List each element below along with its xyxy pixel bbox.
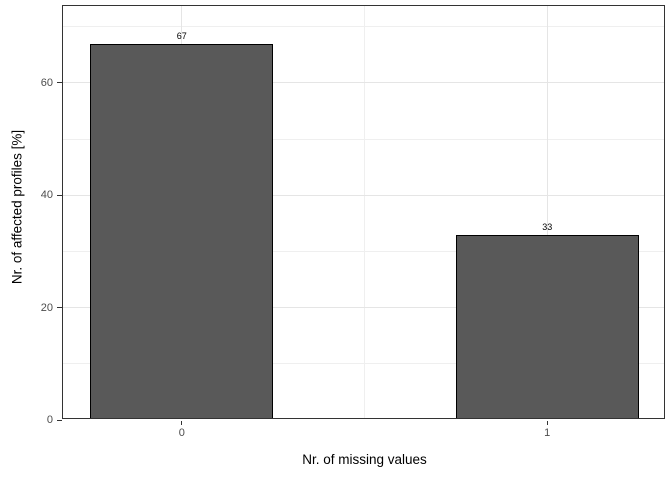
gridlines-layer [63, 6, 664, 418]
v-gridline-minor [364, 6, 365, 418]
bars-layer [63, 6, 664, 418]
y-tick-mark [57, 307, 62, 309]
h-gridline-major [63, 82, 664, 84]
y-tick-label: 20 [40, 301, 53, 314]
y-tick-mark [57, 419, 62, 421]
y-tick-mark [57, 194, 62, 196]
y-tick-label: 40 [40, 189, 53, 202]
x-tick-label: 0 [178, 427, 185, 439]
bar-value-label: 67 [176, 30, 187, 41]
x-tick-label: 1 [544, 427, 551, 439]
v-gridline-major [546, 6, 548, 418]
h-gridline-minor [63, 26, 664, 28]
x-axis-title: Nr. of missing values [302, 452, 427, 467]
bar [455, 234, 639, 418]
h-gridline-major [63, 307, 664, 309]
h-gridline-minor [63, 138, 664, 140]
plot-panel: 67 33 [62, 5, 665, 419]
x-tick-mark [546, 421, 548, 425]
y-tick-label: 60 [40, 76, 53, 89]
bar-value-label: 33 [542, 221, 553, 232]
y-axis-title: Nr. of affected profiles [%] [9, 129, 25, 285]
h-gridline-minor [63, 363, 664, 365]
h-gridline-major [63, 194, 664, 196]
bar [90, 43, 274, 418]
y-tick-mark [57, 82, 62, 84]
h-gridline-minor [63, 250, 664, 252]
y-tick-label: 0 [46, 414, 53, 426]
x-tick-mark [181, 421, 183, 425]
bar-labels-layer: 67 33 [63, 6, 664, 418]
